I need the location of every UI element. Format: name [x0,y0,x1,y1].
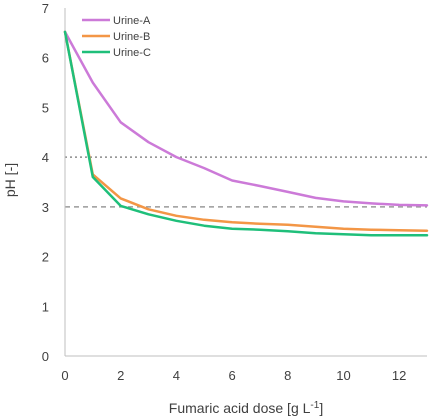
x-tick-label: 12 [392,368,406,383]
y-tick-label: 1 [42,299,49,314]
y-tick-label: 5 [42,100,49,115]
y-tick-label: 3 [42,200,49,215]
x-axis-title: Fumaric acid dose [g L-1] [169,400,323,416]
y-axis-title: pH [-] [2,163,18,197]
x-tick-label: 4 [173,368,180,383]
legend-label: Urine-A [113,15,151,27]
x-tick-labels: 0 2 4 6 8 10 12 [61,368,406,383]
y-tick-label: 6 [42,51,49,66]
legend-label: Urine-B [113,31,150,43]
legend: Urine-A Urine-B Urine-C [82,15,151,59]
axes [64,8,427,357]
y-tick-label: 2 [42,250,49,265]
y-tick-label: 4 [42,150,49,165]
x-tick-label: 6 [228,368,235,383]
legend-label: Urine-C [113,47,151,59]
series-lines [63,30,429,237]
x-tick-label: 8 [284,368,291,383]
y-tick-labels: 0 1 2 3 4 5 6 7 [42,1,49,364]
series-line-urine-b [63,30,429,232]
x-tick-label: 2 [117,368,124,383]
reference-lines [65,156,427,208]
x-tick-label: 0 [61,368,68,383]
series-line-urine-a [63,30,429,207]
x-tick-label: 10 [336,368,350,383]
y-tick-label: 7 [42,1,49,16]
series-line-urine-c [63,30,429,237]
y-tick-label: 0 [42,349,49,364]
